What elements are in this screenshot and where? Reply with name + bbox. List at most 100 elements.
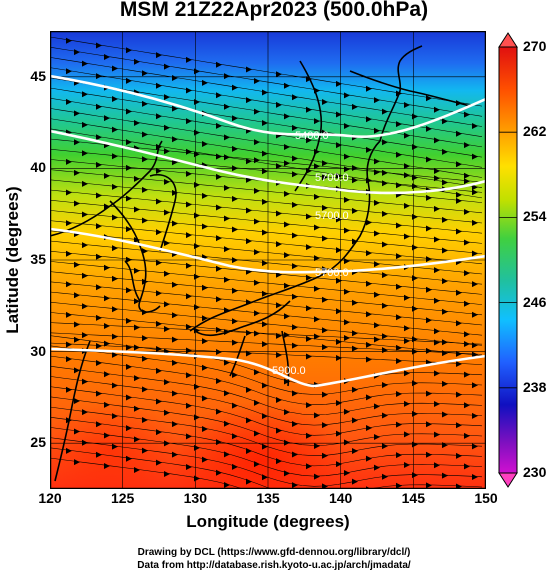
wind-arrow bbox=[74, 459, 80, 466]
wind-arrow bbox=[336, 338, 342, 345]
wind-arrow bbox=[194, 212, 200, 219]
wind-arrow bbox=[426, 390, 432, 397]
wind-arrow bbox=[412, 174, 418, 181]
wind-arrow bbox=[134, 206, 140, 213]
wind-arrow bbox=[164, 148, 170, 155]
wind-arrow bbox=[134, 298, 140, 305]
wind-arrow bbox=[352, 207, 358, 214]
wind-arrow bbox=[186, 201, 192, 208]
wind-arrow bbox=[472, 250, 478, 257]
wind-arrow bbox=[156, 290, 162, 297]
wind-arrow bbox=[134, 375, 140, 382]
wind-arrow bbox=[74, 428, 80, 435]
wind-arrow bbox=[156, 259, 162, 266]
wind-arrow bbox=[126, 47, 132, 54]
wind-arrow bbox=[216, 326, 222, 333]
wind-arrow bbox=[412, 472, 418, 479]
wind-arrow bbox=[96, 421, 102, 428]
wind-arrow bbox=[112, 65, 118, 72]
wind-arrow bbox=[472, 443, 478, 450]
wind-arrow bbox=[246, 97, 252, 104]
streamline bbox=[50, 396, 483, 446]
contour-line bbox=[50, 227, 486, 274]
wind-arrow bbox=[104, 115, 110, 122]
wind-arrow bbox=[472, 474, 478, 481]
wind-arrow bbox=[232, 372, 238, 379]
wind-arrow bbox=[306, 137, 312, 144]
x-tick-label: 145 bbox=[401, 490, 425, 506]
wind-arrow bbox=[112, 275, 118, 282]
wind-arrow bbox=[284, 378, 290, 385]
wind-arrow bbox=[96, 284, 102, 291]
map-plot: 5400.0 5700.0 5700.0 5700.0 5900.0 bbox=[50, 31, 486, 489]
wind-arrow bbox=[382, 333, 388, 340]
wind-arrow bbox=[292, 232, 298, 239]
colorbar-tick-label: 238 bbox=[523, 378, 547, 395]
colorbar-tick-label: 246 bbox=[523, 293, 547, 310]
wind-arrow bbox=[426, 125, 432, 132]
wind-arrow bbox=[442, 380, 448, 387]
wind-arrow bbox=[96, 161, 102, 168]
wind-arrow bbox=[472, 184, 478, 191]
wind-arrow bbox=[246, 66, 252, 73]
wind-arrow bbox=[262, 229, 268, 236]
streamline bbox=[50, 199, 483, 244]
wind-arrow bbox=[412, 183, 418, 190]
wind-arrow bbox=[426, 95, 432, 102]
wind-arrow bbox=[254, 399, 260, 406]
wind-arrow bbox=[382, 180, 388, 187]
wind-arrow bbox=[216, 349, 222, 355]
wind-arrow bbox=[472, 311, 478, 318]
wind-arrow bbox=[74, 200, 80, 207]
wind-arrow bbox=[134, 175, 140, 182]
wind-arrow bbox=[156, 367, 162, 374]
wind-arrow bbox=[284, 332, 290, 338]
wind-arrow bbox=[396, 452, 402, 459]
contour-line bbox=[50, 347, 486, 388]
wind-arrow bbox=[142, 186, 148, 193]
wind-arrow bbox=[254, 187, 260, 194]
wind-arrow bbox=[284, 113, 290, 120]
wind-arrow bbox=[172, 220, 178, 227]
wind-arrow bbox=[82, 439, 88, 446]
wind-arrow bbox=[202, 338, 208, 345]
wind-arrow bbox=[232, 226, 238, 233]
wind-arrow bbox=[194, 304, 200, 311]
wind-arrow bbox=[82, 60, 88, 67]
wind-arrow bbox=[126, 363, 132, 370]
wind-arrow bbox=[442, 278, 448, 285]
streamline bbox=[50, 447, 483, 489]
wind-arrow bbox=[112, 413, 118, 420]
wind-arrow bbox=[412, 113, 418, 120]
wind-arrow bbox=[412, 213, 418, 220]
wind-arrow bbox=[96, 192, 102, 199]
wind-arrow bbox=[314, 443, 320, 450]
wind-arrow bbox=[456, 361, 462, 367]
streamline bbox=[50, 291, 483, 336]
wind-arrow bbox=[186, 402, 192, 409]
wind-arrow bbox=[216, 265, 222, 272]
wind-arrow bbox=[186, 372, 192, 379]
wind-arrow bbox=[434, 137, 440, 144]
wind-arrow bbox=[374, 199, 380, 206]
streamline bbox=[50, 427, 483, 477]
wind-arrow bbox=[104, 463, 110, 470]
wind-arrow bbox=[404, 338, 410, 344]
wind-arrow bbox=[172, 421, 178, 428]
wind-arrow bbox=[142, 156, 148, 163]
streamline bbox=[50, 386, 483, 436]
wind-arrow bbox=[426, 421, 432, 428]
wind-arrow bbox=[262, 413, 268, 420]
wind-arrow bbox=[216, 204, 222, 211]
wind-arrow bbox=[322, 174, 328, 181]
wind-arrow bbox=[366, 85, 372, 92]
wind-arrow bbox=[74, 261, 80, 268]
wind-arrow bbox=[262, 198, 268, 205]
wind-arrow bbox=[66, 356, 72, 363]
wind-arrow bbox=[66, 250, 72, 257]
wind-arrow bbox=[156, 459, 162, 466]
wind-arrow bbox=[366, 250, 372, 257]
wind-arrow bbox=[382, 139, 388, 146]
wind-arrow bbox=[142, 335, 148, 342]
wind-arrow bbox=[262, 260, 268, 267]
